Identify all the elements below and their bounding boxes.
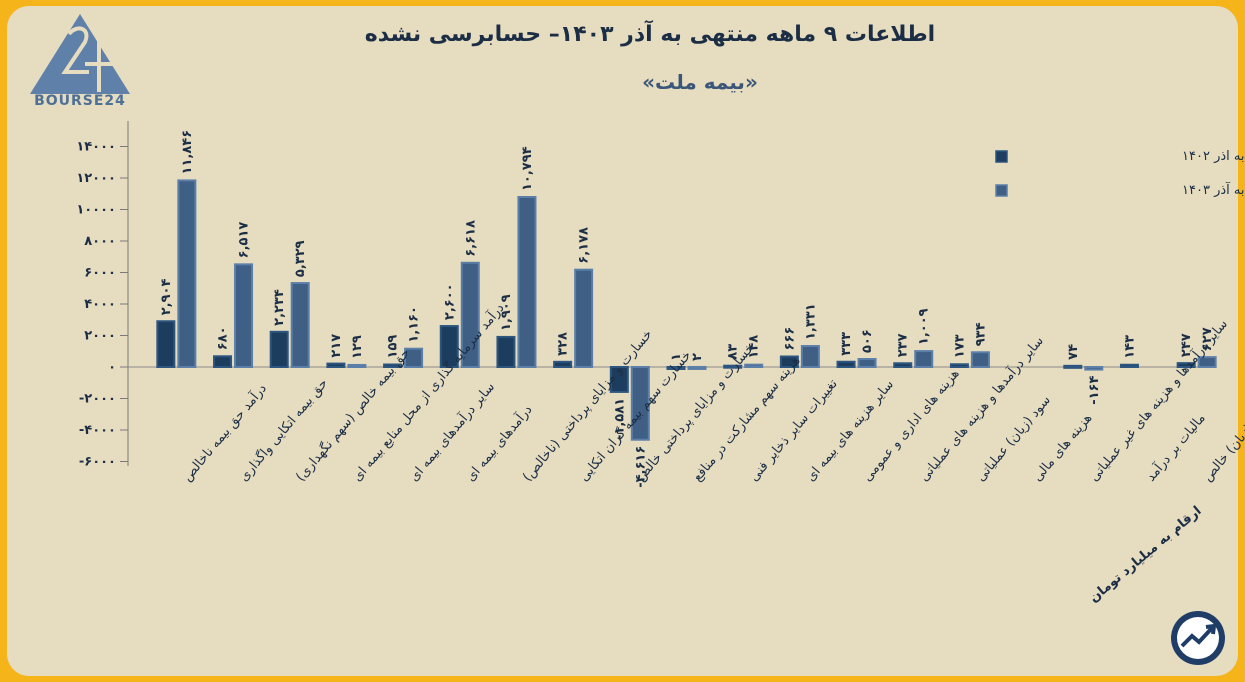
- data-label: ۱۴۳: [1122, 335, 1137, 359]
- legend-swatch: [995, 184, 1008, 197]
- y-tick-label: ۲۰۰۰: [84, 329, 116, 344]
- logo-text: BOURSE24: [34, 93, 126, 109]
- data-label: ۸۳: [726, 344, 741, 360]
- data-label: ۱: [669, 353, 684, 361]
- data-label: -۱,۵۸۱: [612, 398, 627, 440]
- data-label: ۱,۱۶۰: [407, 306, 422, 343]
- bar-1403: [1197, 356, 1217, 369]
- bourse24-logo-icon: [30, 14, 130, 94]
- data-label: ۲,۶۰۰: [442, 283, 457, 320]
- bar-1402: [383, 363, 403, 369]
- data-label: ۱,۹۰۹: [499, 294, 514, 331]
- data-label: ۶۸۰: [216, 326, 231, 350]
- data-label: ۳۲۸: [556, 332, 571, 356]
- bar-1403: [687, 365, 707, 370]
- data-label: ۲۴۷: [1179, 333, 1194, 357]
- y-tick-label: -۶۰۰۰: [79, 455, 116, 470]
- data-label: ۲,۲۳۴: [272, 289, 287, 326]
- bar-1402: [1119, 363, 1139, 368]
- data-label: ۶,۵۱۷: [237, 222, 252, 259]
- data-label: ۱۴۸: [747, 335, 762, 359]
- data-label: ۱۱,۸۴۶: [180, 130, 195, 175]
- data-label: ۶۶۶: [782, 327, 797, 351]
- bar-1403: [857, 358, 877, 368]
- bar-1402: [213, 355, 233, 369]
- y-tick-label: ۱۲۰۰۰: [76, 171, 116, 186]
- bar-1402: [553, 360, 573, 369]
- y-tick-label: ۱۰۰۰۰: [76, 203, 116, 218]
- data-label: ۱۰,۷۹۴: [520, 146, 535, 191]
- data-label: ۵۰۶: [860, 329, 875, 353]
- bar-1403: [517, 195, 537, 368]
- bar-1403: [914, 350, 934, 368]
- data-label: ۹۳۴: [973, 322, 988, 346]
- legend-swatch: [995, 150, 1008, 163]
- bar-1403: [177, 179, 197, 368]
- bar-1403: [404, 347, 424, 369]
- data-label: ۶۲۷: [1200, 327, 1215, 351]
- data-label: ۲,۹۰۴: [159, 279, 174, 316]
- bar-1402: [1176, 362, 1196, 368]
- bars: [156, 179, 1217, 441]
- bar-1403: [290, 282, 310, 368]
- data-label: ۶,۶۱۸: [463, 220, 478, 257]
- bar-1403: [800, 345, 820, 368]
- bar-1402: [666, 365, 686, 370]
- bar-1403: [460, 261, 480, 369]
- data-label: ۱,۳۳۱: [803, 303, 818, 340]
- legend: عملکرد منتهی به اذر ۱۴۰۲ عملکرد منتهی به …: [995, 149, 1245, 198]
- data-labels: ۲,۹۰۴ ۱۱,۸۴۶ ۶۸۰ ۶,۵۱۷ ۲,۲۳۴ ۵,۳۲۹ ۲۱۷ ۱۲۹ ۱۵۹ ۱,…: [159, 130, 1215, 488]
- data-label: ۳۳۳: [839, 332, 854, 356]
- bar-1402: [949, 363, 969, 368]
- legend-label: عملکرد منتهی به آذر ۱۴۰۳: [1182, 181, 1245, 198]
- data-label: ۱,۰۰۹: [917, 308, 932, 345]
- data-label: ۵,۳۲۹: [293, 240, 308, 277]
- data-label: -۴,۶۱۶: [633, 446, 648, 488]
- y-tick-label: ۰: [108, 360, 116, 375]
- chart-subtitle: «بیمه ملت»: [642, 70, 758, 94]
- bar-1403: [744, 363, 764, 369]
- bar-1402: [326, 362, 346, 368]
- bar-1402: [269, 330, 289, 369]
- chart-title: اطلاعات ۹ ماهه منتهی به آذر ۱۴۰۳– حسابرس…: [364, 22, 936, 47]
- data-label: ۱۷۳: [952, 334, 967, 358]
- bar-1403: [630, 366, 650, 441]
- data-label: -۱۶۴: [1087, 376, 1102, 405]
- data-label: ۲: [690, 353, 705, 361]
- data-label: ۶,۱۷۸: [577, 227, 592, 264]
- bar-1403: [1084, 366, 1104, 371]
- bar-1403: [970, 351, 990, 368]
- bar-1402: [836, 360, 856, 368]
- legend-label: عملکرد منتهی به اذر ۱۴۰۲: [1182, 149, 1245, 164]
- data-label: ۲۳۷: [896, 333, 911, 357]
- bar-1402: [439, 325, 459, 368]
- bar-1403: [347, 363, 367, 369]
- bar-1402: [779, 355, 799, 368]
- y-tick-label: ۶۰۰۰: [84, 266, 116, 281]
- y-tick-label: ۱۴۰۰۰: [76, 140, 116, 155]
- y-tick-label: ۴۰۰۰: [84, 297, 116, 312]
- trend-up-icon: [1171, 611, 1225, 665]
- bar-1402: [893, 362, 913, 368]
- bar-1402: [1063, 364, 1083, 369]
- bar-1402: [496, 335, 516, 369]
- data-label: ۱۵۹: [386, 335, 401, 359]
- data-label: ۷۴: [1066, 344, 1081, 360]
- bar-1403: [234, 263, 254, 368]
- data-label: ۲۱۷: [329, 334, 344, 358]
- data-label: ۱۲۹: [350, 335, 365, 359]
- y-tick-label: -۴۰۰۰: [79, 423, 116, 438]
- bar-1402: [156, 320, 176, 368]
- bar-1402: [609, 366, 629, 393]
- bar-1403: [574, 268, 594, 368]
- y-tick-label: -۲۰۰۰: [79, 392, 116, 407]
- bar-1402: [723, 364, 743, 369]
- y-tick-label: ۸۰۰۰: [84, 234, 116, 249]
